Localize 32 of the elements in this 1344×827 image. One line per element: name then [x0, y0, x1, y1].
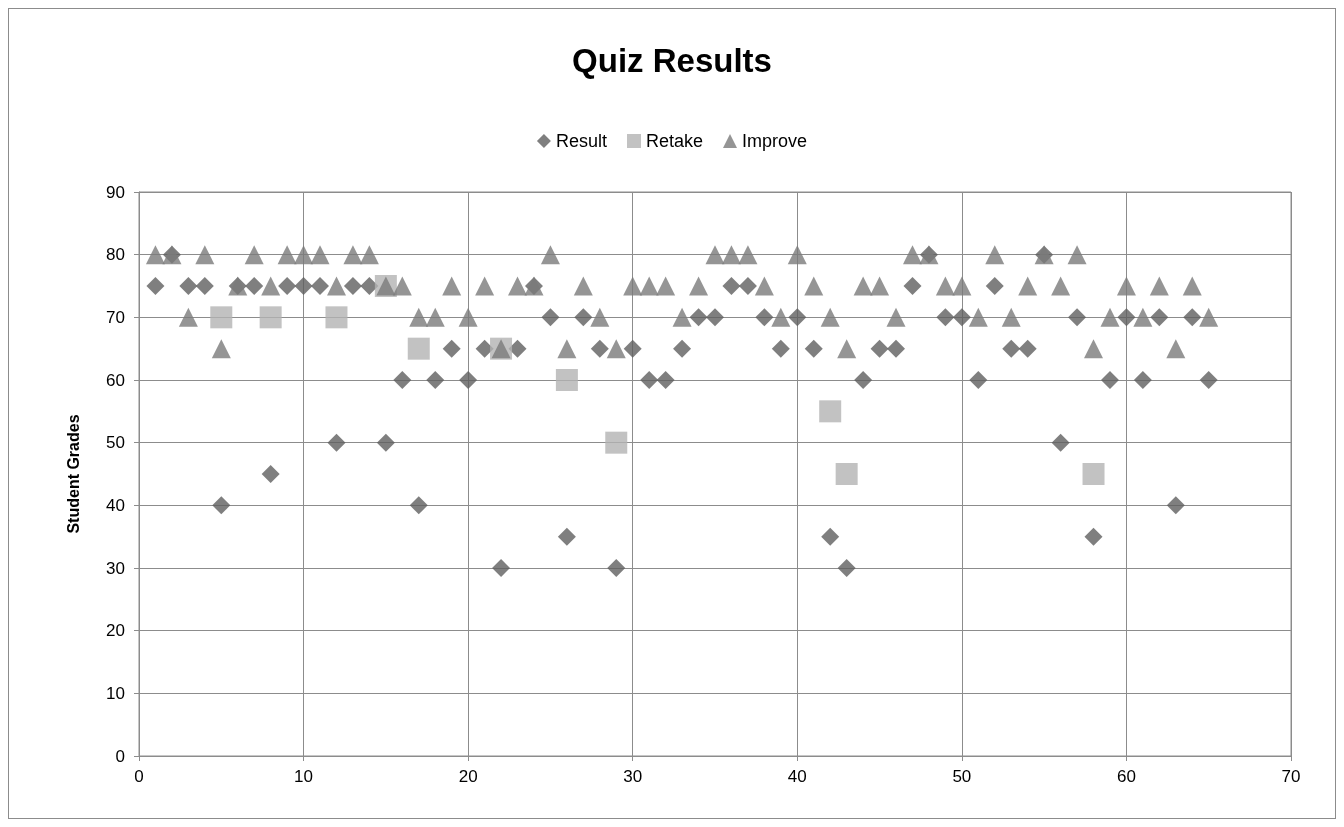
- point: [210, 306, 233, 329]
- y-tick-label: 50: [106, 433, 125, 453]
- legend-label: Improve: [742, 131, 808, 151]
- legend-label: Result: [555, 131, 607, 151]
- x-tick-label: 0: [134, 767, 144, 786]
- y-tick-label: 40: [106, 495, 125, 515]
- x-tick-label: 20: [458, 767, 478, 786]
- x-tick-label: 40: [787, 767, 807, 786]
- y-tick-label: 70: [106, 307, 125, 327]
- y-tick-label: 60: [106, 370, 125, 390]
- point: [259, 306, 282, 329]
- y-tick-label: 20: [106, 621, 125, 641]
- y-tick-label: 30: [106, 558, 125, 578]
- point: [1082, 463, 1105, 485]
- point: [407, 337, 430, 360]
- x-tick-label: 50: [952, 767, 972, 786]
- y-tick-label: 0: [115, 746, 125, 766]
- point: [555, 369, 578, 391]
- y-axis-title: Student Grades: [64, 414, 82, 534]
- x-tick-label: 70: [1281, 767, 1301, 786]
- legend-label: Retake: [645, 131, 704, 151]
- x-tick-label: 60: [1116, 767, 1136, 786]
- point: [819, 400, 842, 423]
- chart-title: Quiz Results: [572, 42, 772, 79]
- point: [835, 463, 858, 485]
- point: [325, 306, 348, 329]
- y-tick-label: 10: [106, 683, 125, 703]
- y-tick-label: 80: [106, 245, 125, 265]
- x-tick-label: 10: [294, 767, 314, 786]
- point: [605, 431, 628, 454]
- y-tick-label: 90: [106, 182, 125, 202]
- x-tick-label: 30: [623, 767, 643, 786]
